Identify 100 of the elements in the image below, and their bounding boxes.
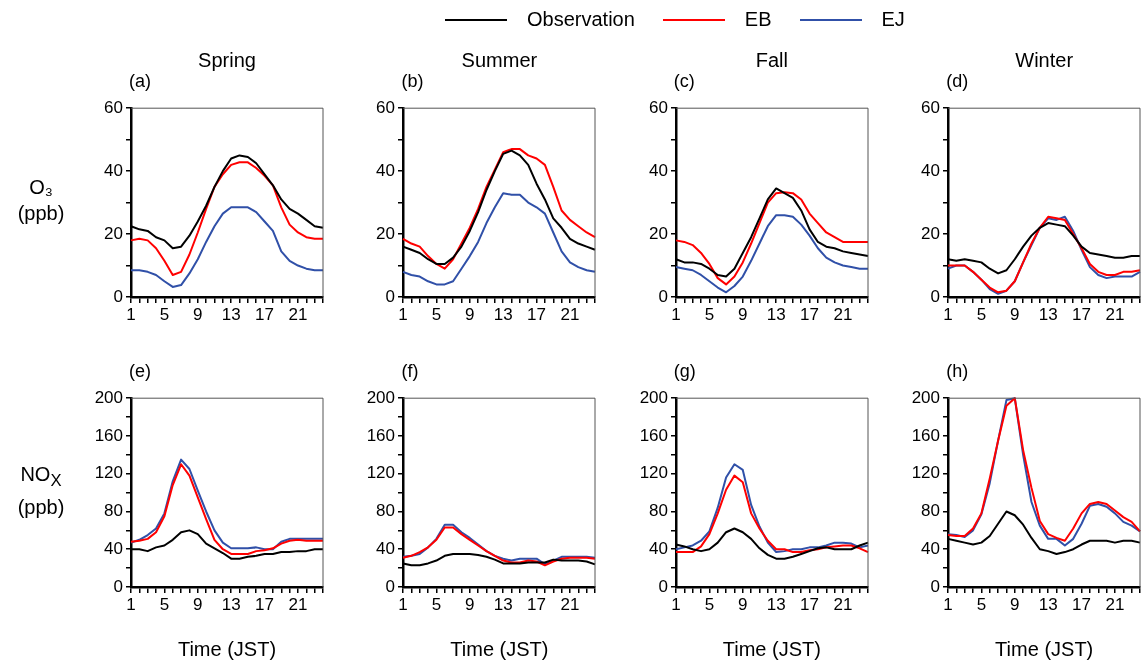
y-tick-label: 20 [104,223,123,243]
text: (e) [129,361,151,382]
y-tick-label: 80 [104,501,123,521]
x-tick-label: 21 [833,594,853,614]
x-tick-label: 17 [799,594,819,614]
chart-title: Summer [461,49,538,72]
x-tick-label: 5 [976,594,987,614]
x-tick-label: 17 [1072,304,1092,324]
text: (g) [673,361,696,382]
x-tick-label: 17 [1072,594,1092,614]
x-tick-label: 21 [560,304,580,324]
x-tick-label: 17 [255,594,275,614]
x-tick-label: 5 [432,304,442,324]
x-tick-label: 13 [494,304,514,324]
y-tick-label: 120 [639,463,668,483]
y-tick-label: 200 [367,387,396,407]
x-tick-label: 9 [1010,594,1020,614]
x-tick-label: 5 [704,304,714,324]
x-axis-title: Time (JST) [722,638,821,661]
chart-title: Spring [198,49,256,72]
y-tick-label: 40 [376,160,396,180]
text: (d) [946,71,969,92]
x-tick-label: 1 [671,304,681,324]
x-tick-label: 5 [976,304,987,324]
x-tick-label: 21 [1105,594,1125,614]
y-tick-label: 40 [104,160,123,180]
y-tick-label: 40 [921,538,941,558]
x-axis-title: Time (JST) [995,638,1094,661]
x-axis-title: Time (JST) [450,638,549,661]
x-tick-label: 9 [193,304,203,324]
x-tick-label: 21 [833,304,853,324]
y-tick-label: 80 [648,501,668,521]
x-tick-label: 13 [766,594,786,614]
x-tick-label: 1 [126,304,136,324]
y-axis-title: NO$_{X}$ (ppb) [17,461,65,520]
y-tick-label: 120 [367,463,396,483]
x-tick-label: 1 [398,304,409,324]
y-tick-label: 20 [648,223,668,243]
y-tick-label: 200 [911,387,941,407]
y-tick-label: 0 [385,286,396,306]
x-tick-label: 5 [432,594,442,614]
y-tick-label: 160 [367,425,396,445]
y-tick-label: 60 [648,97,668,117]
y-tick-label: 0 [930,286,941,306]
y-tick-label: 80 [921,501,941,521]
y-tick-label: 40 [648,538,668,558]
x-tick-label: 21 [288,304,308,324]
x-tick-label: 9 [1010,304,1020,324]
text: (a) [129,71,151,92]
y-tick-label: 40 [921,160,941,180]
x-tick-label: 9 [737,594,748,614]
x-tick-label: 9 [193,594,203,614]
y-tick-label: 120 [94,463,123,483]
x-tick-label: 13 [221,594,241,614]
y-tick-label: 60 [376,97,396,117]
y-tick-label: 0 [113,286,123,306]
chart-title: Winter [1015,49,1074,72]
y-tick-label: 0 [658,286,668,306]
y-tick-label: 120 [911,463,941,483]
y-tick-label: 60 [921,97,941,117]
x-tick-label: 1 [943,304,953,324]
x-tick-label: 1 [671,594,681,614]
x-tick-label: 17 [527,304,547,324]
y-tick-label: 0 [930,576,941,596]
y-tick-label: 0 [385,576,396,596]
x-tick-label: 13 [766,304,786,324]
x-tick-label: 13 [1038,594,1058,614]
x-tick-label: 1 [943,594,953,614]
y-tick-label: 80 [376,501,396,521]
x-tick-label: 9 [465,594,475,614]
y-tick-label: 160 [639,425,668,445]
y-tick-label: 0 [113,576,123,596]
y-tick-label: 20 [376,223,396,243]
x-tick-label: 5 [704,594,714,614]
x-tick-label: 21 [288,594,308,614]
x-tick-label: 17 [799,304,819,324]
x-tick-label: 5 [159,594,170,614]
x-tick-label: 17 [255,304,275,324]
text: (f) [401,361,419,382]
x-tick-label: 13 [494,594,514,614]
y-tick-label: 40 [648,160,668,180]
x-tick-label: 21 [1105,304,1125,324]
y-tick-label: 0 [658,576,668,596]
y-tick-label: 160 [911,425,941,445]
x-tick-label: 13 [1038,304,1058,324]
x-tick-label: 1 [126,594,136,614]
y-tick-label: 160 [94,425,123,445]
y-axis-title: O₃ (ppb) [17,175,65,226]
x-tick-label: 9 [737,304,748,324]
x-tick-label: 17 [527,594,547,614]
y-tick-label: 60 [104,97,123,117]
y-tick-label: 200 [639,387,668,407]
legend-label: Observation [527,8,635,31]
y-tick-label: 40 [376,538,396,558]
x-tick-label: 13 [221,304,241,324]
x-axis-title: Time (JST) [177,638,277,661]
y-tick-label: 200 [94,387,123,407]
y-tick-label: 20 [921,223,941,243]
x-tick-label: 5 [159,304,170,324]
legend-label: EB [744,8,772,31]
